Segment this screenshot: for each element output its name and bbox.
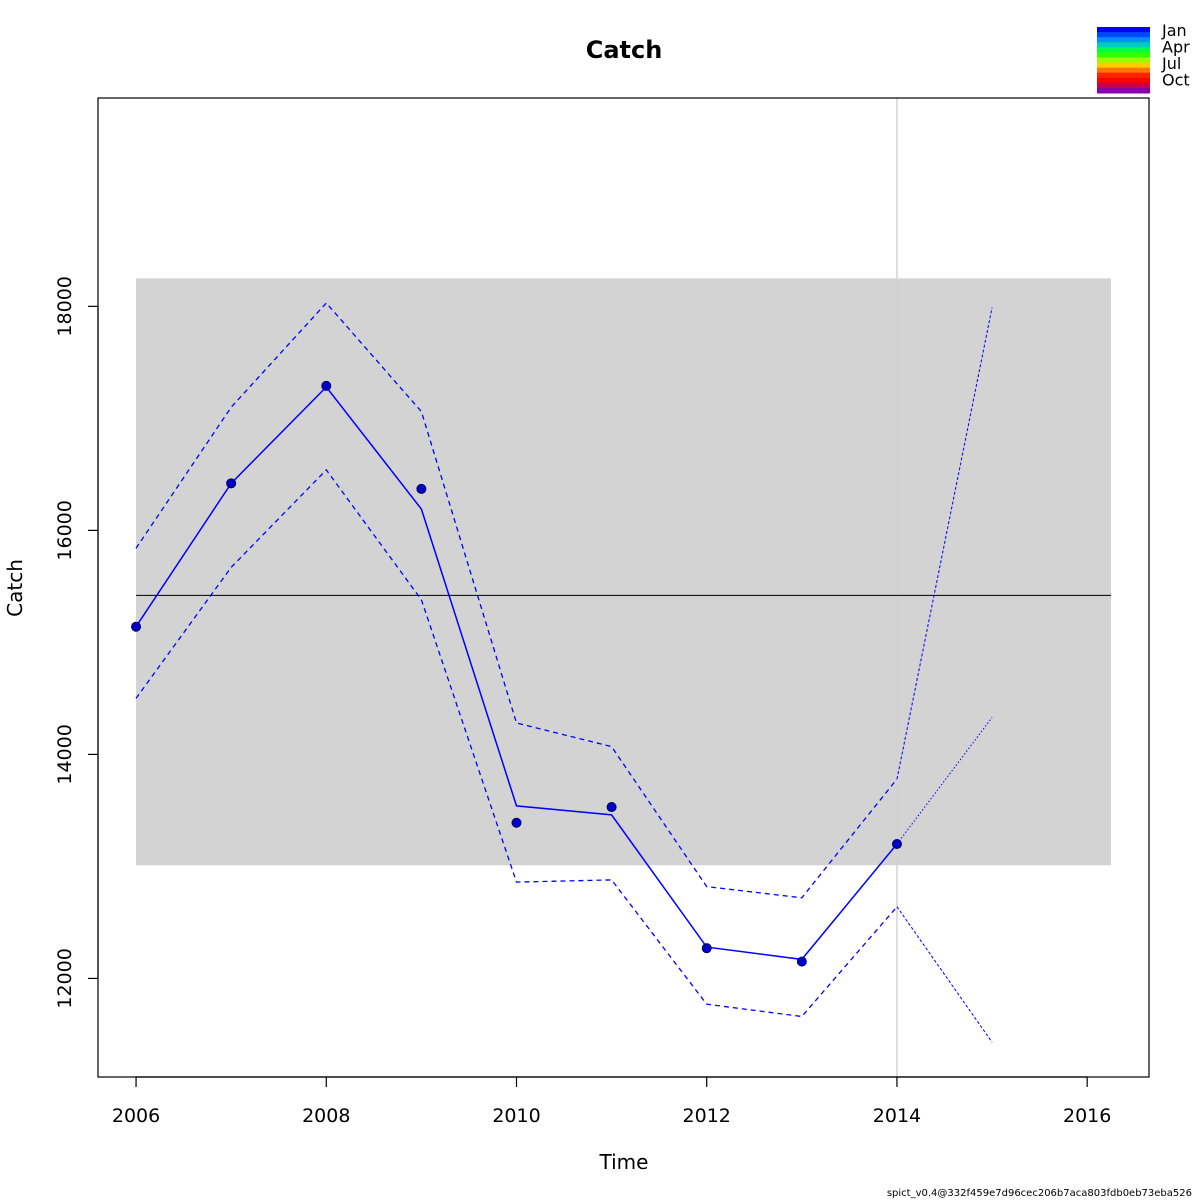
- observed-point: [511, 817, 522, 828]
- x-axis-label: Time: [599, 1150, 649, 1174]
- legend-color-swatch: [1097, 27, 1150, 33]
- forecast-upper-ci-line: [896, 307, 993, 780]
- reference-band: [136, 278, 1111, 866]
- x-tick-label: 2010: [492, 1105, 540, 1127]
- legend-color-swatch: [1097, 62, 1150, 69]
- observed-point: [891, 839, 902, 850]
- legend-label: Oct: [1162, 71, 1190, 90]
- y-tick-label: 18000: [54, 276, 76, 336]
- y-axis: 12000 14000 16000 18000: [54, 276, 99, 1009]
- legend-color-swatch: [1097, 32, 1150, 38]
- y-tick-label: 14000: [54, 724, 76, 784]
- y-tick-label: 16000: [54, 500, 76, 560]
- x-axis: 2006 2008 2010 2012 2014 2016: [112, 1076, 1111, 1127]
- y-tick-label: 12000: [54, 948, 76, 1008]
- x-tick-label: 2014: [873, 1105, 921, 1127]
- legend-color-swatch: [1097, 67, 1150, 74]
- version-footer: spict_v0.4@332f459e7d96cec206b7aca803fdb…: [887, 1188, 1192, 1199]
- legend-color-swatch: [1097, 82, 1150, 89]
- observed-point: [226, 478, 237, 489]
- y-axis-label: Catch: [3, 559, 27, 617]
- legend-label: Jan: [1161, 21, 1187, 40]
- predicted-catch-line: [135, 385, 898, 961]
- legend-color-swatch: [1097, 72, 1150, 79]
- x-tick-label: 2006: [112, 1105, 160, 1127]
- legend-color-swatch: [1097, 47, 1150, 53]
- observed-point: [416, 483, 427, 494]
- x-tick-label: 2008: [302, 1105, 350, 1127]
- legend-label: Apr: [1162, 38, 1190, 57]
- observed-point: [701, 943, 712, 954]
- x-tick-label: 2012: [683, 1105, 731, 1127]
- observed-point: [796, 956, 807, 967]
- legend-color-swatch: [1097, 52, 1150, 58]
- lower-ci-line: [135, 468, 898, 1018]
- observed-point: [131, 621, 142, 632]
- observed-point: [321, 380, 332, 391]
- observed-point: [606, 802, 617, 813]
- legend-color-swatch: [1097, 42, 1150, 48]
- legend-color-swatch: [1097, 37, 1150, 43]
- legend-label: Jul: [1161, 54, 1181, 73]
- plot-area: [131, 98, 1111, 1077]
- legend-color-swatch: [1097, 57, 1150, 64]
- legend-color-swatch: [1097, 87, 1150, 94]
- legend-color-swatch: [1097, 77, 1150, 84]
- x-tick-label: 2016: [1063, 1105, 1111, 1127]
- forecast-lower-ci-line: [896, 906, 993, 1043]
- chart-title: Catch: [586, 36, 663, 64]
- upper-ci-line: [135, 302, 898, 899]
